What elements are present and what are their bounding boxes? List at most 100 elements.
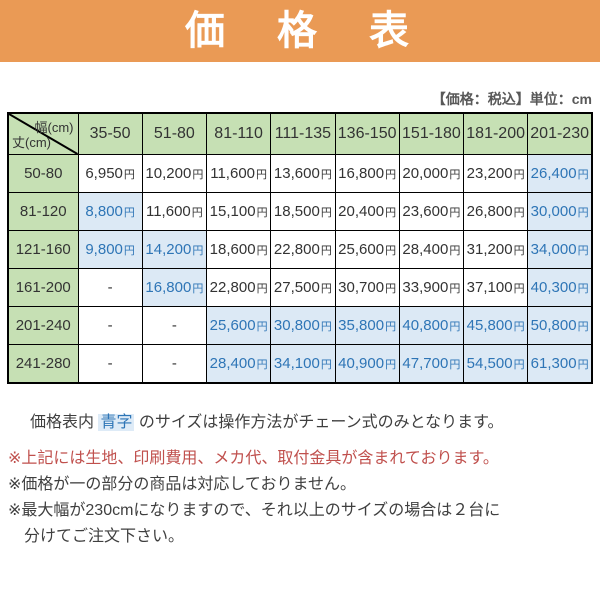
column-header: 136-150 — [334, 112, 400, 155]
price-value: 20,000 — [402, 165, 449, 182]
price-unit: 円 — [191, 207, 203, 219]
price-unit: 円 — [192, 169, 204, 181]
price-unit: 円 — [256, 358, 268, 371]
tax-note: 【価格：税込】単位：cm — [431, 91, 592, 107]
price-unit: 円 — [449, 321, 461, 333]
price-value: 22,800 — [209, 279, 256, 296]
price-unit: 円 — [385, 358, 397, 371]
price-cell: 35,800円 — [334, 306, 400, 345]
corner-height-label: 丈(cm) — [12, 135, 51, 150]
price-value: 26,400 — [530, 165, 577, 182]
price-value: 45,800 — [466, 317, 513, 334]
price-cell: 54,500円 — [462, 344, 529, 383]
blue-note-post: のサイズは操作方法がチェーン式のみとなります。 — [134, 413, 504, 431]
price-cell: 20,400円 — [334, 192, 400, 231]
table-row: 241-280- -28,400円 34,100円 40,900円 47,700円 54,… — [7, 344, 593, 383]
row-header: 50-80 — [7, 154, 79, 193]
price-cell: 33,900円 — [398, 268, 465, 307]
price-value: 18,500 — [273, 203, 320, 220]
price-unit: 円 — [256, 169, 267, 181]
price-cell: 40,900円 — [334, 344, 400, 383]
price-value: 20,400 — [338, 203, 385, 220]
empty-cell: - — [77, 306, 143, 345]
price-cell: 23,600円 — [398, 192, 465, 231]
table-row: 161-200-16,800円 22,800円 27,500円 30,700円 33,9… — [7, 268, 593, 307]
price-value: 50,800 — [530, 317, 577, 334]
price-cell: 30,800円 — [270, 306, 336, 345]
price-value: 25,600 — [209, 317, 256, 334]
price-unit: 円 — [513, 207, 525, 219]
price-unit: 円 — [320, 169, 332, 181]
price-cell: 22,800円 — [270, 230, 336, 269]
price-cell: 11,600円 — [141, 192, 208, 231]
price-cell: 34,100円 — [270, 344, 336, 383]
price-value: 25,600 — [338, 241, 385, 258]
price-value: 40,800 — [402, 317, 449, 334]
price-unit: 円 — [320, 207, 332, 219]
max-width-note-line2: 分けてご注文下さい。 — [24, 527, 185, 545]
price-unit: 円 — [256, 245, 268, 257]
table-row: 81-120 8,800円 11,600円 15,100円 18,500円 20,400円… — [7, 192, 593, 231]
price-cell: 26,400円 — [527, 154, 593, 193]
price-cell: 30,700円 — [334, 268, 400, 307]
price-cell: 31,200円 — [462, 230, 529, 269]
price-unit: 円 — [449, 169, 461, 181]
price-value: 22,800 — [273, 241, 320, 258]
price-value: 18,600 — [209, 241, 256, 258]
price-cell: 45,800円 — [462, 306, 529, 345]
price-unit: 円 — [577, 358, 589, 371]
price-value: 61,300 — [530, 354, 577, 372]
dash-unsupported-note: ※価格が一の部分の商品は対応しておりません。 — [8, 475, 356, 493]
price-unit: 円 — [256, 207, 268, 219]
price-value: 6,950 — [85, 165, 123, 182]
row-header: 161-200 — [7, 268, 79, 307]
corner-header: 幅(cm) 丈(cm) — [7, 112, 79, 155]
blue-note-pre: 価格表内 — [30, 413, 99, 431]
price-cell: 15,100円 — [205, 192, 272, 231]
price-cell: 16,800円 — [334, 154, 400, 193]
price-value: 31,200 — [466, 241, 513, 258]
price-cell: 9,800円 — [77, 230, 143, 269]
footer-notes: 価格表内 青字 のサイズは操作方法がチェーン式のみとなります。 ※上記には生地、… — [0, 408, 600, 550]
column-header: 51-80 — [141, 112, 208, 155]
price-value: 35,800 — [338, 317, 385, 334]
price-value: 14,200 — [145, 241, 192, 258]
price-cell: 22,800円 — [205, 268, 272, 307]
price-cell: 18,500円 — [270, 192, 336, 231]
row-header: 121-160 — [7, 230, 79, 269]
price-unit: 円 — [256, 321, 268, 333]
price-unit: 円 — [320, 358, 332, 371]
max-width-note-line1: ※最大幅が230cmになりますので、それ以上のサイズの場合は２台に — [8, 501, 501, 519]
price-value: 27,500 — [273, 279, 320, 296]
price-unit: 円 — [192, 283, 204, 295]
price-value: 9,800 — [85, 241, 123, 258]
price-cell: 30,000円 — [527, 192, 593, 231]
price-value: 47,700 — [402, 354, 449, 372]
price-unit: 円 — [513, 169, 525, 181]
price-cell: 13,600円 — [270, 154, 336, 193]
price-value: 10,200 — [145, 165, 192, 182]
corner-width-label: 幅(cm) — [34, 120, 74, 135]
price-unit: 円 — [577, 207, 589, 219]
price-cell: 8,800円 — [77, 192, 143, 231]
price-value: 34,000 — [530, 241, 577, 258]
price-unit: 円 — [385, 245, 397, 257]
price-cell: 50,800円 — [527, 306, 593, 345]
price-unit: 円 — [123, 207, 135, 219]
price-value: 33,900 — [402, 279, 449, 296]
page-title: 価 格 表 — [185, 9, 415, 53]
price-cell: 25,600円 — [334, 230, 400, 269]
column-header: 151-180 — [398, 112, 465, 155]
table-row: 50-80 6,950円 10,200円 11,600円 13,600円 16,800円 2… — [7, 154, 593, 193]
column-header: 181-200 — [462, 112, 529, 155]
price-value: 37,100 — [466, 279, 513, 296]
price-value: 30,000 — [530, 203, 577, 220]
price-cell: 40,800円 — [398, 306, 465, 345]
price-unit: 円 — [320, 245, 332, 257]
price-unit: 円 — [513, 245, 525, 257]
price-value: 30,800 — [273, 317, 320, 334]
price-unit: 円 — [320, 283, 332, 295]
price-unit: 円 — [320, 321, 332, 333]
price-cell: 18,600円 — [205, 230, 272, 269]
row-header: 201-240 — [7, 306, 79, 345]
